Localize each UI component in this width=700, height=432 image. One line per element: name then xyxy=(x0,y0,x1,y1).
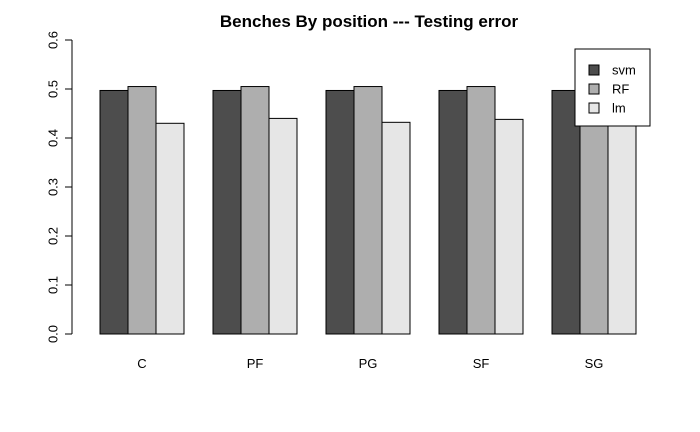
bar-RF-PG xyxy=(353,86,383,335)
chart-title: Benches By position --- Testing error xyxy=(220,12,519,31)
bar-RF-C xyxy=(127,86,157,335)
bar-lm-PF xyxy=(268,117,298,335)
legend-swatch-svm xyxy=(588,64,600,76)
x-axis-labels: C PF PG SF SG xyxy=(137,356,603,371)
bar-lm-SG xyxy=(607,112,637,335)
bar-svm-SG xyxy=(551,89,581,335)
bar-lm-SF xyxy=(494,118,524,335)
bar-RF-SG xyxy=(579,86,609,335)
x-tick-label: SG xyxy=(585,356,604,371)
legend-label-svm: svm xyxy=(612,63,636,78)
bar-lm-PG xyxy=(381,121,411,335)
x-tick-label: PG xyxy=(359,356,378,371)
y-tick-label: 0.1 xyxy=(46,276,61,294)
x-tick-label: PF xyxy=(247,356,264,371)
bar-RF-SF xyxy=(466,86,496,335)
x-tick-label: SF xyxy=(473,356,490,371)
legend-label-RF: RF xyxy=(612,82,629,97)
y-tick-label: 0.0 xyxy=(46,325,61,343)
y-tick-label: 0.2 xyxy=(46,227,61,245)
bar-svm-C xyxy=(99,89,129,335)
bar-lm-C xyxy=(155,122,185,335)
y-tick-label: 0.3 xyxy=(46,178,61,196)
legend-swatch-lm xyxy=(588,102,600,114)
legend: svm RF lm xyxy=(574,48,651,127)
bar-svm-PF xyxy=(212,89,242,335)
legend-label-lm: lm xyxy=(612,101,626,116)
x-tick-label: C xyxy=(137,356,146,371)
bar-svm-PG xyxy=(325,89,355,335)
y-axis: 0.0 0.1 0.2 0.3 0.4 0.5 0.6 xyxy=(46,31,73,343)
legend-box xyxy=(574,48,651,127)
y-tick-label: 0.5 xyxy=(46,80,61,98)
bar-RF-PF xyxy=(240,86,270,335)
y-tick-label: 0.4 xyxy=(46,129,61,147)
legend-swatch-RF xyxy=(588,83,600,95)
bar-svm-SF xyxy=(438,89,468,335)
bars-group xyxy=(99,86,637,335)
y-tick-label: 0.6 xyxy=(46,31,61,49)
